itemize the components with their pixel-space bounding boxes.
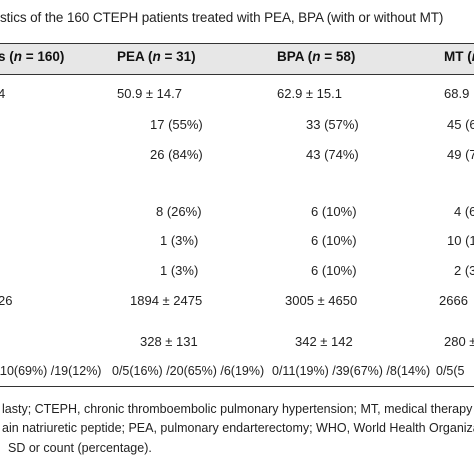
- row-7-pea: 1894 ± 2475: [130, 293, 203, 308]
- row-6-bpa: 6 (10%): [311, 263, 357, 278]
- row-0-total: 4: [0, 86, 6, 101]
- row-8-pea: 328 ± 131: [140, 334, 198, 349]
- row-4-pea: 8 (26%): [156, 204, 202, 219]
- row-1-bpa: 33 (57%): [306, 117, 359, 132]
- row-9-total: 110(69%) /19(12%): [0, 364, 102, 378]
- row-7-bpa: 3005 ± 4650: [285, 293, 358, 308]
- header-bpa: BPA (n = 58): [277, 49, 356, 64]
- row-0-bpa: 62.9 ± 15.1: [277, 86, 342, 101]
- row-9-bpa: 0/11(19%) /39(67%) /8(14%): [272, 364, 431, 378]
- row-6-mt: 2 (3: [454, 263, 474, 278]
- row-1-pea: 17 (55%): [150, 117, 203, 132]
- table-header-band: [0, 43, 474, 75]
- row-5-bpa: 6 (10%): [311, 233, 357, 248]
- row-4-mt: 4 (6: [454, 204, 474, 219]
- row-2-pea: 26 (84%): [150, 147, 203, 162]
- row-9-mt: 0/5(5: [436, 364, 465, 378]
- row-8-mt: 280 ±: [444, 334, 474, 349]
- row-0-pea: 50.9 ± 14.7: [117, 86, 182, 101]
- row-7-total: 26: [0, 293, 13, 308]
- header-mt: MT (n: [444, 49, 474, 64]
- row-7-mt: 2666: [439, 293, 468, 308]
- row-5-pea: 1 (3%): [160, 233, 199, 248]
- table-caption: stics of the 160 CTEPH patients treated …: [0, 10, 444, 25]
- row-0-mt: 68.9: [444, 86, 470, 101]
- footnote-line-2: ain natriuretic peptide; PEA, pulmonary …: [2, 421, 474, 435]
- row-2-mt: 49 (7: [447, 147, 474, 162]
- header-total: s (n = 160): [0, 49, 65, 64]
- header-pea: PEA (n = 31): [117, 49, 196, 64]
- footnote-line-3: SD or count (percentage).: [8, 441, 152, 455]
- row-4-bpa: 6 (10%): [311, 204, 357, 219]
- table-bottom-rule: [0, 386, 474, 387]
- row-8-bpa: 342 ± 142: [295, 334, 353, 349]
- row-5-mt: 10 (1: [447, 233, 474, 248]
- footnote-line-1: lasty; CTEPH, chronic thromboembolic pul…: [2, 402, 474, 416]
- row-6-pea: 1 (3%): [160, 263, 199, 278]
- row-2-bpa: 43 (74%): [306, 147, 359, 162]
- row-9-pea: 0/5(16%) /20(65%) /6(19%): [112, 364, 265, 378]
- row-1-mt: 45 (6: [447, 117, 474, 132]
